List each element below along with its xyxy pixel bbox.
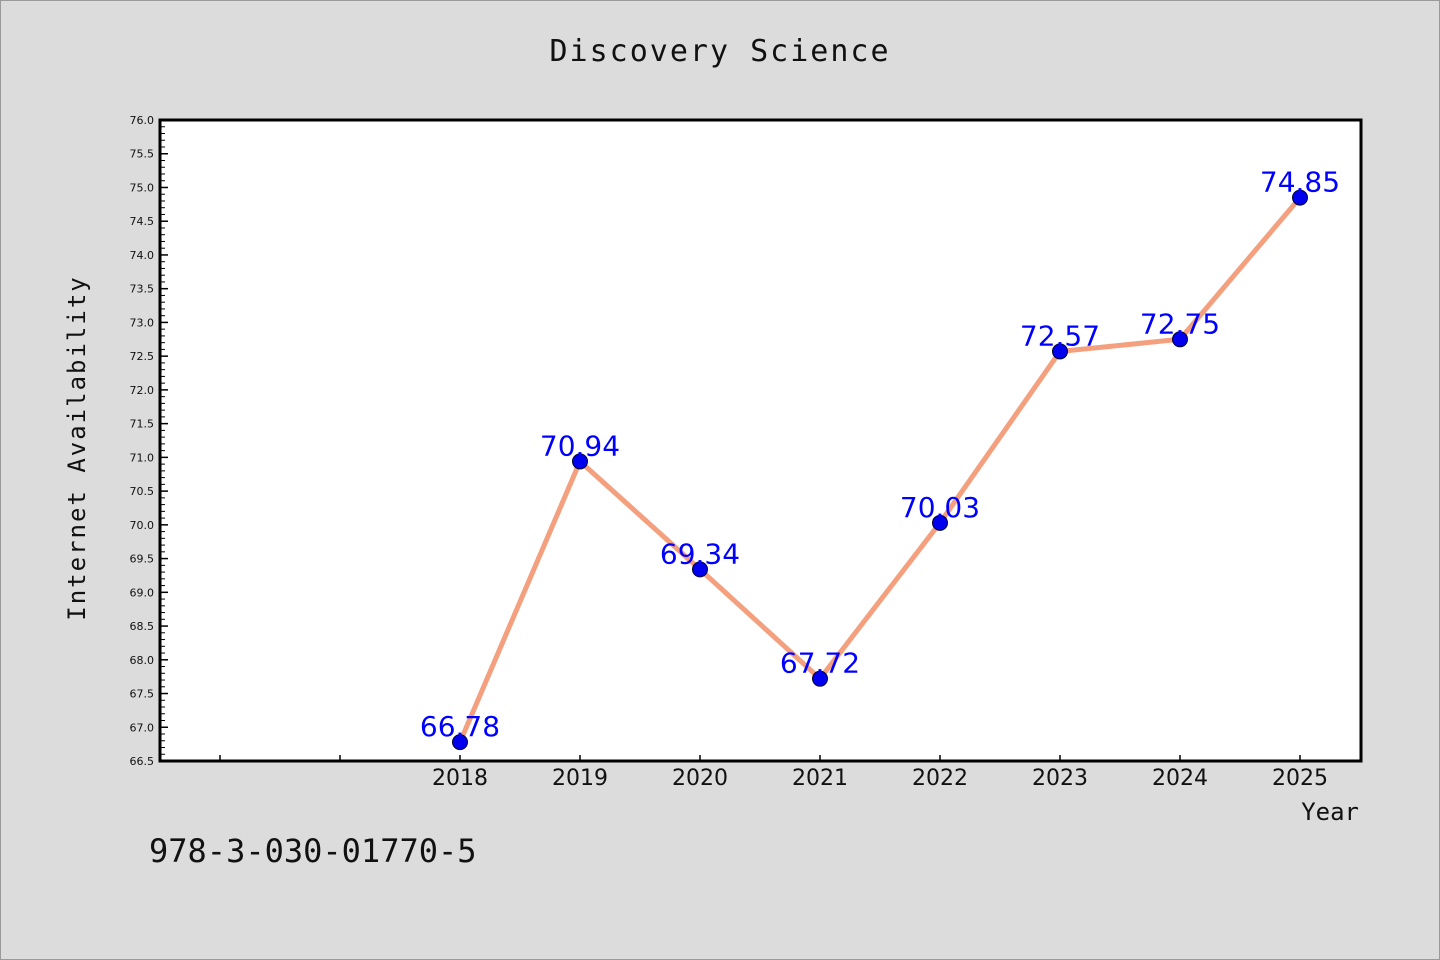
x-tick-label: 2019	[552, 766, 608, 791]
y-axis-ticks: 66.5 67.0 67.5 68.0 68.5 69.0 69.5 70.0 70.5 71.0…	[130, 114, 168, 768]
data-label: 70.94	[540, 429, 620, 462]
x-tick-label: 2022	[912, 766, 968, 791]
data-label: 74.85	[1260, 166, 1340, 199]
y-tick-label: 75.5	[130, 148, 155, 161]
data-point	[452, 734, 468, 751]
y-tick-label: 73.0	[130, 316, 155, 329]
x-axis-label: Year	[1301, 798, 1359, 826]
data-point	[692, 561, 708, 578]
y-tick-label: 72.5	[130, 350, 155, 363]
y-tick-label: 74.5	[130, 215, 155, 228]
y-tick-label: 69.5	[130, 553, 155, 566]
chart-title: Discovery Science	[549, 34, 891, 69]
y-tick-label: 70.5	[130, 485, 155, 498]
x-tick-label: 2025	[1272, 766, 1328, 791]
y-tick-label: 69.0	[130, 586, 155, 599]
x-tick-label: 2021	[792, 766, 848, 791]
y-tick-label: 75.0	[130, 181, 155, 194]
y-tick-label: 68.5	[130, 620, 155, 633]
y-tick-label: 66.5	[130, 755, 155, 768]
data-label: 66.78	[420, 710, 500, 743]
series-line	[457, 195, 1302, 744]
x-axis-ticks: 2018 2019 2020 2021 2022 2023 2024 2025	[219, 755, 1328, 791]
data-point	[812, 670, 828, 687]
data-point	[932, 514, 948, 531]
data-label: 72.57	[1020, 319, 1100, 352]
data-point	[1172, 331, 1188, 348]
data-label: 67.72	[780, 647, 860, 680]
x-tick-label: 2018	[432, 766, 488, 791]
data-label: 72.75	[1140, 307, 1220, 340]
x-tick-label: 2024	[1152, 766, 1208, 791]
y-tick-label: 76.0	[130, 114, 155, 127]
y-tick-label: 67.5	[130, 688, 155, 701]
data-label: 69.34	[660, 537, 740, 570]
isbn-code: 978-3-030-01770-5	[149, 832, 477, 870]
x-tick-label: 2020	[672, 766, 728, 791]
y-tick-label: 74.0	[130, 249, 155, 262]
plot-area	[158, 118, 1363, 763]
y-tick-label: 72.0	[130, 384, 155, 397]
data-label: 70.03	[900, 491, 980, 524]
y-tick-label: 67.0	[130, 721, 155, 734]
y-axis-label: Internet Availability	[63, 275, 91, 620]
y-tick-label: 71.5	[130, 418, 155, 431]
y-tick-label: 73.5	[130, 283, 155, 296]
x-tick-label: 2023	[1032, 766, 1088, 791]
data-point	[572, 453, 588, 470]
data-point	[1052, 343, 1068, 360]
series-layer: 66.78 70.94 69.34 67.72 70.03 72.57 72.75 74.85	[420, 166, 1340, 751]
y-tick-label: 70.0	[130, 519, 155, 532]
y-tick-label: 68.0	[130, 654, 155, 667]
data-point	[1292, 189, 1308, 206]
y-tick-label: 71.0	[130, 451, 155, 464]
